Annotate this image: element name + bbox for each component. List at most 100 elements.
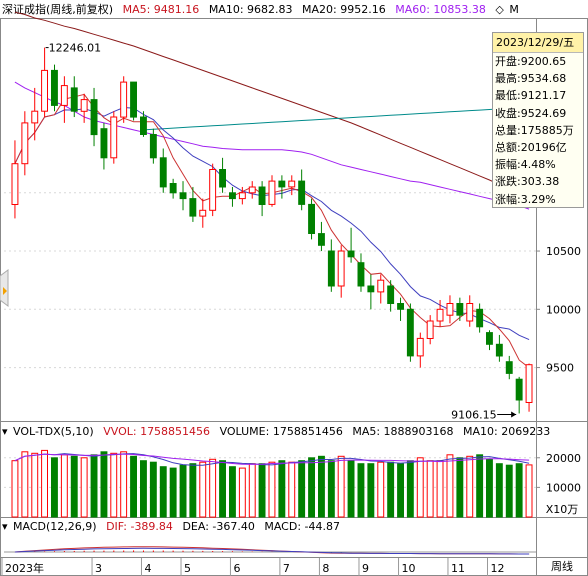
vol-collapse-icon[interactable]: ▾ — [2, 425, 8, 438]
candle-body — [80, 99, 88, 112]
volume-bar — [31, 452, 39, 518]
vol-ma5-label: MA5: 1888903168 — [352, 425, 454, 438]
candle-body — [130, 81, 138, 118]
info-volume: 总量:175885万 — [495, 123, 574, 137]
candle-body — [169, 183, 177, 194]
volume-ma10-line — [14, 453, 530, 465]
volume-bar — [238, 467, 246, 518]
volume-tick-label: 10000 — [546, 481, 581, 494]
dif-label: DIF: -389.84 — [106, 520, 173, 533]
candle-body — [466, 303, 474, 322]
candle-body — [120, 81, 128, 118]
low-annotation-arrowhead — [511, 411, 517, 418]
candle-body — [495, 343, 503, 357]
macd-dea-line — [14, 547, 530, 555]
volume-bar — [387, 461, 395, 518]
volume-label: VOLUME: 1758851456 — [219, 425, 343, 438]
candle-body — [209, 169, 217, 211]
candle-body — [110, 116, 118, 159]
candle-body — [397, 303, 405, 310]
candle-body — [486, 332, 493, 345]
volume-bar — [367, 463, 375, 518]
vol-unit-label: X10万 — [545, 503, 579, 516]
ma60-line — [14, 11, 530, 200]
volume-bar — [308, 457, 316, 518]
candle-body — [219, 169, 227, 188]
diamond-icon[interactable]: ◇ — [495, 3, 504, 16]
volume-bar — [219, 460, 227, 518]
ma10-label: MA10: 9682.83 — [208, 3, 293, 16]
volume-bar — [80, 457, 88, 518]
x-month-label: 4 — [144, 562, 151, 575]
candle-body — [337, 250, 345, 287]
volume-bar — [505, 464, 513, 518]
high-price-annotation: 12246.01 — [49, 42, 102, 55]
candle-body — [189, 198, 197, 217]
candle-body — [179, 192, 187, 200]
volume-bar — [357, 463, 365, 518]
volume-bar — [21, 451, 29, 518]
x-month-label: 5 — [184, 562, 191, 575]
volume-bar — [130, 455, 138, 518]
candle-body — [367, 285, 375, 293]
x-month-label: 6 — [233, 562, 240, 575]
volume-bar — [298, 460, 306, 518]
volume-bar — [327, 460, 335, 518]
candle-body — [347, 250, 355, 258]
volume-bar — [466, 455, 474, 518]
x-month-label: 3 — [95, 562, 102, 575]
x-month-label: 10 — [402, 562, 416, 575]
x-month-label: 7 — [283, 562, 290, 575]
price-header: 深证成指(周线,前复权) MA5: 9481.16 MA10: 9682.83 … — [2, 2, 525, 18]
volume-bar — [456, 457, 464, 518]
candle-body — [505, 361, 513, 374]
ma20-label: MA20: 9952.16 — [302, 3, 386, 16]
volume-bar — [11, 460, 19, 518]
candle-body — [525, 364, 533, 404]
candle-body — [149, 134, 157, 159]
volume-bar — [337, 455, 345, 518]
info-date: 2023/12/29/五 — [493, 33, 583, 53]
volume-bar — [268, 461, 276, 518]
ma-teal-line — [143, 106, 530, 131]
low-price-annotation: 9106.15 — [451, 408, 497, 421]
volume-bar — [377, 461, 385, 518]
candle-body — [426, 320, 434, 339]
volume-bar — [169, 467, 177, 518]
volume-bar — [140, 460, 147, 518]
candle-body — [476, 308, 484, 328]
volume-bar — [446, 454, 454, 518]
volume-bar — [525, 464, 533, 518]
volume-bar — [100, 451, 108, 518]
ma-more-label: M — [509, 3, 519, 16]
x-month-label: 2023年 — [5, 561, 44, 575]
macd-collapse-icon[interactable]: ▾ — [2, 520, 8, 533]
dea-label: DEA: -367.40 — [182, 520, 255, 533]
volume-bar — [41, 449, 48, 518]
candle-body — [406, 308, 414, 357]
volume-bar — [436, 460, 444, 518]
vol-label: VOL-TDX(5,10) — [13, 425, 94, 438]
candle-body — [60, 85, 68, 106]
volume-bar — [416, 457, 424, 518]
volume-bar — [90, 454, 98, 518]
vol-ma10-label: MA10: 2069233 — [463, 425, 551, 438]
volume-bar — [318, 455, 325, 518]
volume-header: ▾ VOL-TDX(5,10) VVOL: 1758851456 VOLUME:… — [2, 424, 556, 440]
period-label[interactable]: 周线 — [551, 560, 573, 573]
volume-bar — [120, 451, 128, 518]
scroll-arrow-icon — [3, 287, 7, 295]
volume-tick-label: 20000 — [546, 452, 581, 465]
info-amplitude: 振幅:4.48% — [495, 158, 556, 172]
info-close: 收盘:9524.69 — [495, 106, 567, 120]
volume-bar — [426, 460, 434, 518]
volume-bar — [248, 463, 256, 518]
candle-body — [51, 69, 58, 106]
info-low: 最低:9121.17 — [495, 89, 567, 103]
x-month-label: 9 — [362, 562, 369, 575]
volume-bar — [60, 454, 68, 518]
candle-body — [90, 99, 98, 136]
candle-body — [11, 163, 19, 205]
candle-body — [238, 192, 246, 200]
